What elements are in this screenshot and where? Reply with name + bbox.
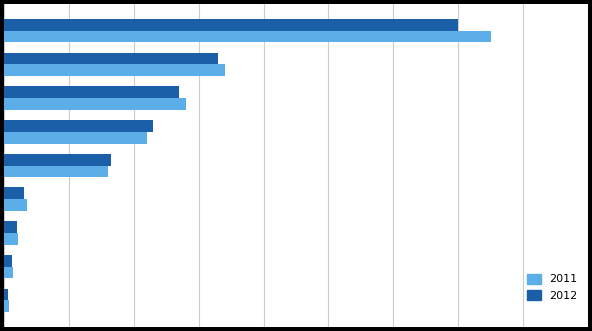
- Bar: [4, 132, 147, 144]
- Bar: [4, 19, 458, 31]
- Bar: [4, 154, 111, 166]
- Bar: [4, 289, 8, 300]
- Bar: [4, 255, 12, 267]
- Bar: [4, 233, 18, 245]
- Bar: [4, 221, 17, 233]
- Legend: 2011, 2012: 2011, 2012: [523, 269, 583, 305]
- Bar: [4, 300, 9, 312]
- Bar: [4, 98, 186, 110]
- Bar: [4, 166, 108, 177]
- Bar: [4, 53, 218, 64]
- Bar: [4, 86, 179, 98]
- Bar: [4, 64, 224, 76]
- Bar: [4, 199, 27, 211]
- Bar: [4, 31, 491, 42]
- Bar: [4, 187, 24, 199]
- Bar: [4, 267, 13, 278]
- Bar: [4, 120, 153, 132]
